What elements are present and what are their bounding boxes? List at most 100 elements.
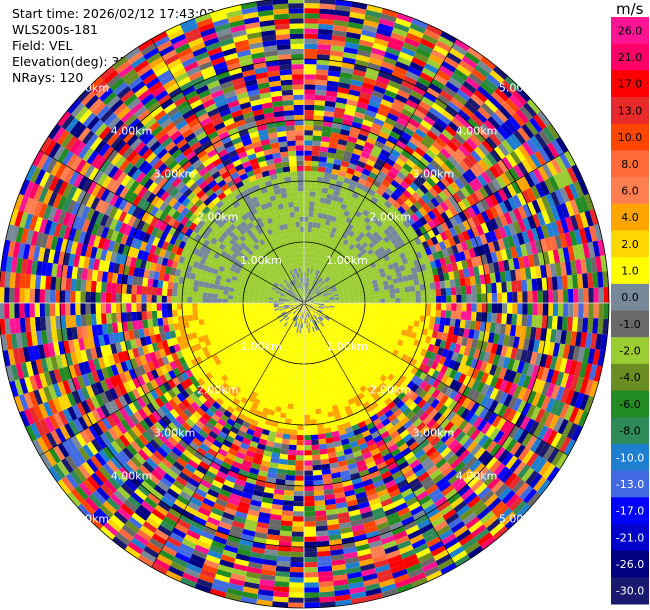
range-gate xyxy=(408,319,415,327)
range-gate xyxy=(390,361,398,369)
range-gate xyxy=(338,428,347,436)
range-gate xyxy=(301,348,304,354)
range-gate xyxy=(318,322,324,328)
range-gate xyxy=(315,289,320,294)
range-gate xyxy=(320,255,325,262)
range-gate xyxy=(150,399,161,411)
range-gate xyxy=(223,457,234,466)
range-gate xyxy=(260,315,267,320)
range-gate xyxy=(367,248,374,256)
range-gate xyxy=(263,554,278,561)
range-gate xyxy=(510,181,522,195)
range-gate xyxy=(364,525,378,534)
range-gate xyxy=(513,444,526,459)
range-gate xyxy=(542,303,548,316)
range-gate xyxy=(348,326,354,331)
range-gate xyxy=(292,321,296,327)
range-gate xyxy=(479,510,495,525)
range-gate xyxy=(326,80,339,88)
range-gate xyxy=(340,160,350,168)
range-gate xyxy=(473,89,488,103)
range-gate xyxy=(294,388,300,395)
range-gate xyxy=(253,368,260,376)
range-gate xyxy=(337,138,348,146)
range-gate xyxy=(185,369,194,378)
range-gate xyxy=(542,290,548,303)
range-gate xyxy=(242,324,249,330)
range-gate xyxy=(332,337,339,343)
range-gate xyxy=(292,315,297,321)
range-gate xyxy=(531,378,541,393)
range-gate xyxy=(588,287,594,303)
range-gate xyxy=(307,283,311,289)
range-gate xyxy=(106,459,119,474)
range-gate xyxy=(352,272,359,278)
range-gate xyxy=(478,244,486,256)
range-gate xyxy=(504,119,518,134)
range-gate xyxy=(358,367,366,375)
range-gate xyxy=(298,333,301,339)
range-gate xyxy=(312,279,316,285)
range-gate xyxy=(304,434,312,441)
range-gate xyxy=(324,396,331,403)
range-gate xyxy=(321,312,327,316)
range-gate xyxy=(365,67,380,76)
range-gate xyxy=(402,189,412,199)
range-gate xyxy=(352,148,363,156)
range-gate xyxy=(461,55,478,69)
range-gate xyxy=(528,420,540,436)
range-gate xyxy=(297,414,304,420)
range-gate xyxy=(493,402,504,415)
range-gate xyxy=(385,157,396,167)
range-gate xyxy=(595,256,603,273)
range-gate xyxy=(304,485,314,492)
range-gate xyxy=(131,425,143,438)
range-gate xyxy=(424,262,432,271)
range-gate xyxy=(269,388,276,395)
range-gate xyxy=(588,225,598,242)
range-gate xyxy=(377,318,384,325)
range-gate xyxy=(293,495,304,502)
range-gate xyxy=(161,355,170,366)
range-gate xyxy=(415,290,421,298)
range-gate xyxy=(311,268,315,274)
range-gate xyxy=(278,348,284,355)
range-gate xyxy=(389,204,398,214)
range-gate xyxy=(247,445,257,453)
range-gate xyxy=(169,408,180,419)
range-gate xyxy=(304,470,314,476)
range-gate xyxy=(244,347,252,355)
range-gate xyxy=(311,155,320,162)
range-gate xyxy=(486,293,493,303)
range-gate xyxy=(321,320,326,326)
range-gate xyxy=(534,408,546,423)
range-gate xyxy=(401,202,410,212)
range-gate xyxy=(396,583,414,594)
range-gate xyxy=(334,306,340,309)
range-gate xyxy=(324,300,330,302)
range-gate xyxy=(309,242,314,248)
range-gate xyxy=(491,303,498,314)
range-gate xyxy=(399,313,406,319)
range-gate xyxy=(350,596,368,605)
range-gate xyxy=(164,401,174,412)
range-gate xyxy=(332,263,339,269)
range-gate xyxy=(239,442,250,451)
range-gate xyxy=(253,398,261,406)
range-gate xyxy=(435,295,442,303)
range-gate xyxy=(285,413,293,420)
range-gate xyxy=(580,258,588,274)
range-gate xyxy=(547,303,554,317)
range-gate xyxy=(377,389,386,398)
range-gate xyxy=(546,276,553,291)
range-gate xyxy=(387,554,403,565)
range-gate xyxy=(59,425,71,441)
range-gate xyxy=(171,503,185,515)
range-gate xyxy=(501,156,513,171)
range-gate xyxy=(365,460,377,470)
range-gate xyxy=(251,435,261,444)
range-gate xyxy=(398,281,405,288)
range-gate xyxy=(439,257,447,267)
range-gate xyxy=(444,229,453,239)
range-gate xyxy=(278,342,284,349)
